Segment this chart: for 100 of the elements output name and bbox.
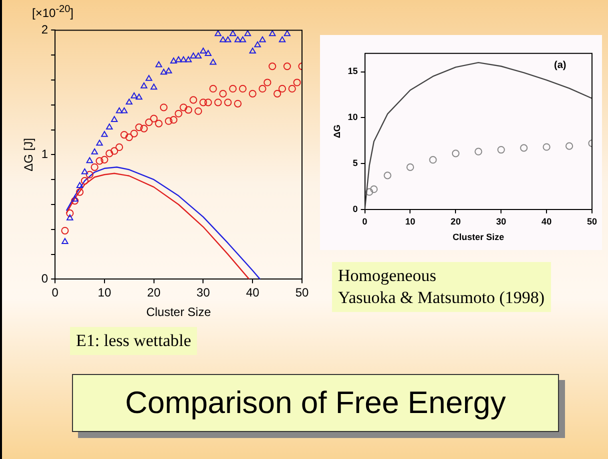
point <box>204 50 212 56</box>
point <box>150 114 158 122</box>
x-axis-title: Cluster Size <box>452 232 504 242</box>
point <box>406 163 414 171</box>
point <box>366 188 374 196</box>
point <box>214 30 222 36</box>
point <box>234 100 242 108</box>
point <box>90 163 98 171</box>
point <box>130 92 138 98</box>
y-tick-label: 1 <box>41 147 48 162</box>
y-tick-label: 0 <box>41 272 48 286</box>
point <box>160 104 168 112</box>
text: Homogeneous Yasuoka & Matsumoto (1998) <box>332 262 551 312</box>
point <box>185 56 192 62</box>
point <box>165 67 172 74</box>
point <box>497 146 505 154</box>
y-tick-label: 2 <box>41 22 48 37</box>
point <box>474 148 482 156</box>
point <box>209 84 217 93</box>
point <box>219 90 227 98</box>
point <box>264 78 272 86</box>
point <box>254 41 261 48</box>
x-axis-title: Cluster Size <box>146 305 212 320</box>
point <box>96 140 103 146</box>
point <box>62 238 68 244</box>
x-tick-label: 40 <box>246 286 260 300</box>
point <box>91 148 98 154</box>
point <box>180 56 187 62</box>
x-tick-label: 30 <box>196 286 210 300</box>
point <box>61 226 69 234</box>
y-tick-label: 0 <box>352 204 358 214</box>
point <box>80 177 89 185</box>
point <box>126 98 133 105</box>
point <box>259 36 266 42</box>
point <box>184 106 192 114</box>
x-tick-label: 10 <box>405 216 416 226</box>
point <box>66 209 74 218</box>
point <box>71 196 79 205</box>
point <box>145 118 153 126</box>
point <box>283 62 291 70</box>
point <box>268 62 276 70</box>
point <box>140 82 148 88</box>
point <box>100 156 108 164</box>
point <box>224 36 232 42</box>
point <box>125 133 133 142</box>
point <box>120 130 128 139</box>
y-axis-title: ΔG [J] <box>22 138 36 172</box>
point <box>249 48 256 54</box>
point <box>284 30 291 36</box>
point <box>220 36 226 42</box>
point <box>86 157 93 164</box>
point <box>76 188 84 196</box>
point <box>190 96 198 104</box>
point <box>154 120 163 128</box>
point <box>210 58 216 65</box>
x-tick-label: 30 <box>496 216 506 226</box>
point <box>170 116 178 124</box>
point <box>370 185 378 194</box>
x-tick-label: 20 <box>147 286 161 300</box>
point <box>194 107 202 115</box>
point <box>224 98 232 106</box>
point <box>258 84 266 93</box>
text: Comparison of Free Energy <box>72 374 559 432</box>
x-tick-label: 50 <box>586 216 598 226</box>
point <box>230 30 236 36</box>
text: E1: less wettable <box>70 327 198 355</box>
point <box>234 36 242 42</box>
text: [×10$^{-20}$] <box>32 4 74 20</box>
point <box>101 130 108 137</box>
point <box>214 98 222 106</box>
x-tick-label: 50 <box>295 286 309 300</box>
point <box>429 156 437 164</box>
point <box>110 147 118 155</box>
point <box>86 170 94 178</box>
x-tick-label: 20 <box>450 216 461 226</box>
y-tick-label: 5 <box>352 158 358 168</box>
y-tick-label: 10 <box>348 112 358 122</box>
point <box>115 143 124 152</box>
point <box>238 84 247 93</box>
point <box>288 84 296 93</box>
y-axis-title: ΔG <box>332 124 342 138</box>
point <box>164 117 172 125</box>
point <box>66 214 74 220</box>
point <box>520 144 528 152</box>
point <box>136 94 142 100</box>
point <box>229 84 237 93</box>
point <box>200 48 207 54</box>
point <box>199 98 208 106</box>
point <box>239 36 246 42</box>
point <box>278 84 286 93</box>
point <box>170 58 177 64</box>
point <box>190 52 197 58</box>
point <box>384 172 392 180</box>
y-tick-label: 15 <box>348 66 358 76</box>
point <box>146 74 152 81</box>
x-tick-label: 10 <box>98 286 112 300</box>
point <box>76 182 84 188</box>
point <box>150 84 158 90</box>
point <box>81 168 88 174</box>
point <box>248 90 256 98</box>
